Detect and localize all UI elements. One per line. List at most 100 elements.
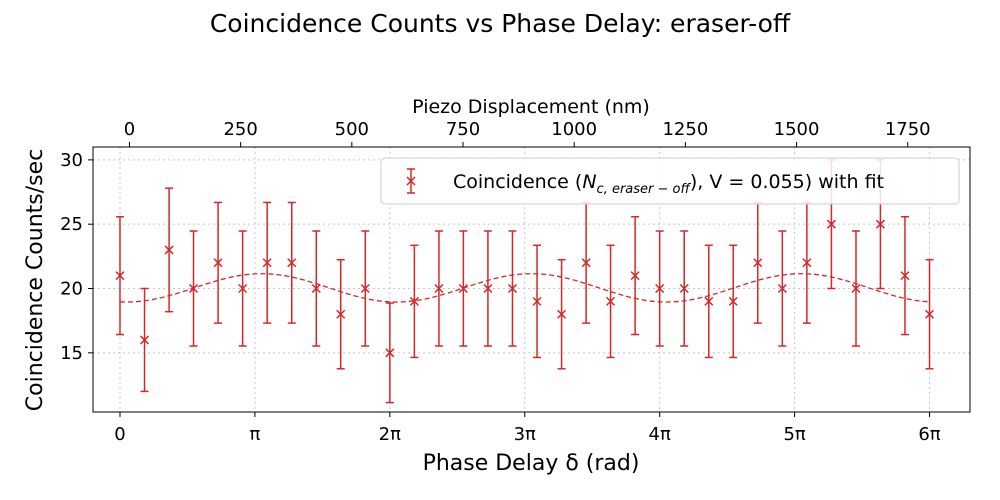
axis-ticks: 0 π 2π 3π 4π 5π 6π 15 20 25 30 0 250 500 750 1000 1250 15… [60, 119, 941, 445]
x-tick-label: 3π [514, 424, 536, 445]
x-tick-label: 0 [114, 424, 125, 445]
data-point [238, 230, 248, 347]
x-marker [262, 258, 272, 268]
legend: Coincidence (Nc, eraser − off), V = 0.05… [380, 157, 960, 205]
data-point [532, 244, 542, 359]
y-tick-label: 15 [60, 343, 83, 364]
x-tick-label: 2π [379, 424, 401, 445]
data-point [924, 258, 935, 370]
x-tick-label: 5π [783, 424, 805, 445]
y-tick-label: 25 [60, 214, 83, 235]
plot-area [92, 146, 971, 413]
x-marker [409, 296, 419, 306]
data-point [753, 201, 763, 324]
data-point [115, 215, 125, 336]
x-marker [287, 258, 297, 268]
y-axis-label: Coincidence Counts/sec [23, 149, 48, 411]
legend-x-marker [406, 176, 416, 186]
data-point [900, 215, 910, 336]
x-marker [655, 283, 665, 294]
data-point [409, 244, 419, 359]
x-marker [875, 219, 885, 229]
data-point [728, 244, 738, 359]
x-marker [311, 283, 321, 294]
data-point [336, 258, 346, 370]
top-x-tick-label: 750 [446, 119, 480, 140]
fit-curve-layer [119, 273, 930, 303]
x-marker [630, 271, 640, 281]
fit-curve [119, 273, 930, 303]
x-marker [507, 283, 518, 294]
data-point [777, 230, 787, 347]
x-marker [581, 258, 591, 268]
x-marker [557, 309, 567, 319]
x-marker [679, 283, 689, 294]
data-point [704, 244, 714, 359]
legend-marker [406, 168, 416, 194]
data-point [557, 258, 567, 370]
x-marker [434, 283, 444, 294]
top-x-tick-label: 1250 [662, 119, 708, 140]
x-marker [483, 283, 493, 294]
x-marker [238, 283, 248, 294]
top-x-axis-label: Piezo Displacement (nm) [412, 96, 650, 118]
chart-title: Coincidence Counts vs Phase Delay: erase… [210, 9, 791, 38]
legend-label: Coincidence (Nc, eraser − off), V = 0.05… [453, 171, 884, 197]
x-marker [900, 271, 910, 281]
legend-box [380, 157, 960, 205]
x-marker [532, 296, 542, 306]
top-x-tick-label: 1500 [774, 119, 820, 140]
top-x-tick-label: 250 [223, 119, 257, 140]
data-point [434, 230, 444, 347]
data-point [188, 230, 199, 347]
data-point [606, 244, 616, 359]
top-x-tick-label: 0 [124, 119, 135, 140]
x-marker [826, 219, 836, 229]
x-marker [164, 245, 174, 255]
x-marker [385, 348, 395, 358]
x-marker [851, 283, 861, 294]
data-point [458, 230, 468, 347]
top-x-tick-label: 1000 [551, 119, 597, 140]
data-point [655, 230, 665, 347]
x-marker [606, 296, 616, 306]
data-point [213, 201, 223, 324]
y-tick-label: 20 [60, 279, 83, 300]
x-marker [777, 283, 787, 294]
data-points-layer [115, 159, 935, 404]
x-marker [728, 296, 738, 306]
data-point [679, 230, 689, 347]
data-point [262, 201, 272, 324]
top-x-tick-label: 500 [335, 119, 369, 140]
x-axis-label: Phase Delay δ (rad) [423, 451, 640, 476]
x-marker [336, 309, 346, 319]
x-marker [458, 283, 468, 294]
data-point [802, 201, 812, 324]
data-point [311, 230, 321, 347]
x-marker [213, 258, 223, 268]
data-point [360, 230, 370, 347]
data-point [164, 187, 174, 313]
x-marker [140, 335, 150, 345]
data-point [287, 201, 297, 324]
x-tick-label: 6π [918, 424, 940, 445]
data-point [851, 230, 861, 347]
data-point [483, 230, 493, 347]
data-point [140, 287, 150, 393]
x-marker [924, 309, 935, 319]
top-x-tick-label: 1750 [885, 119, 931, 140]
x-marker [115, 271, 125, 281]
x-marker [802, 258, 812, 268]
x-marker [360, 283, 370, 294]
x-tick-label: π [249, 424, 260, 445]
x-marker [753, 258, 763, 268]
data-point [581, 201, 591, 324]
data-point [630, 215, 640, 336]
data-point [385, 302, 395, 404]
y-tick-label: 30 [60, 150, 83, 171]
x-marker [704, 296, 714, 306]
data-point [507, 230, 518, 347]
x-marker [188, 283, 199, 294]
x-tick-label: 4π [649, 424, 671, 445]
